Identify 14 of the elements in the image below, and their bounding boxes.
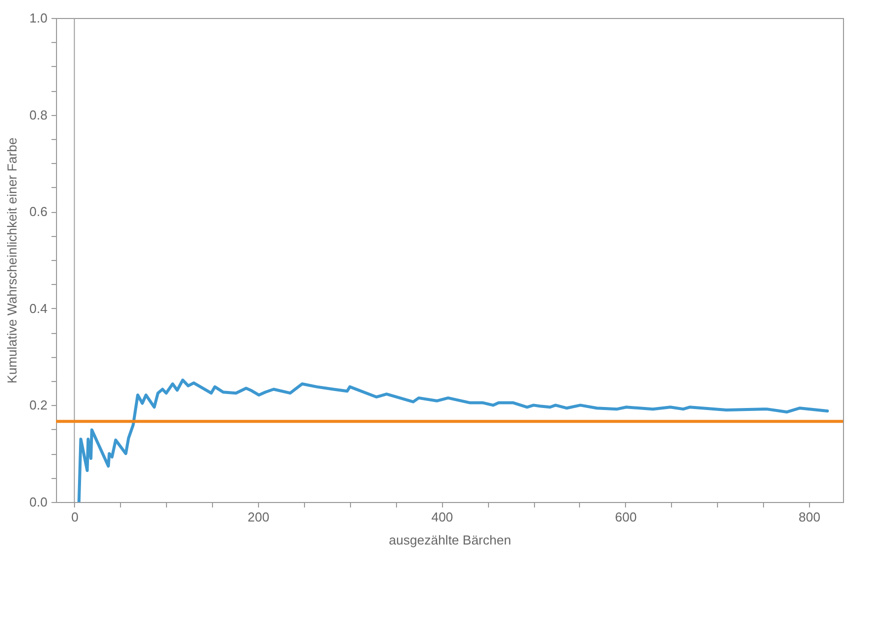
- y-tick-label: 0.6: [29, 204, 48, 220]
- line-series: [77, 378, 829, 502]
- y-tick-label: 0.4: [29, 300, 48, 316]
- y-tick-label: 0.0: [29, 494, 48, 510]
- x-tick-label: 200: [248, 510, 270, 524]
- x-tick-label: 600: [615, 510, 637, 524]
- x-tick-label: 400: [431, 510, 454, 524]
- y-tick-label: 0.2: [29, 398, 48, 413]
- y-axis-title: Kumulative Wahrscheinlichkeit einer Farbe: [4, 138, 20, 384]
- x-tick-label: 0: [71, 510, 78, 524]
- x-tick-label: 800: [798, 510, 820, 524]
- y-tick-label: 0.8: [29, 107, 48, 122]
- y-tick-label: 1.0: [29, 10, 48, 26]
- x-axis-title: ausgezählte Bärchen: [388, 532, 512, 548]
